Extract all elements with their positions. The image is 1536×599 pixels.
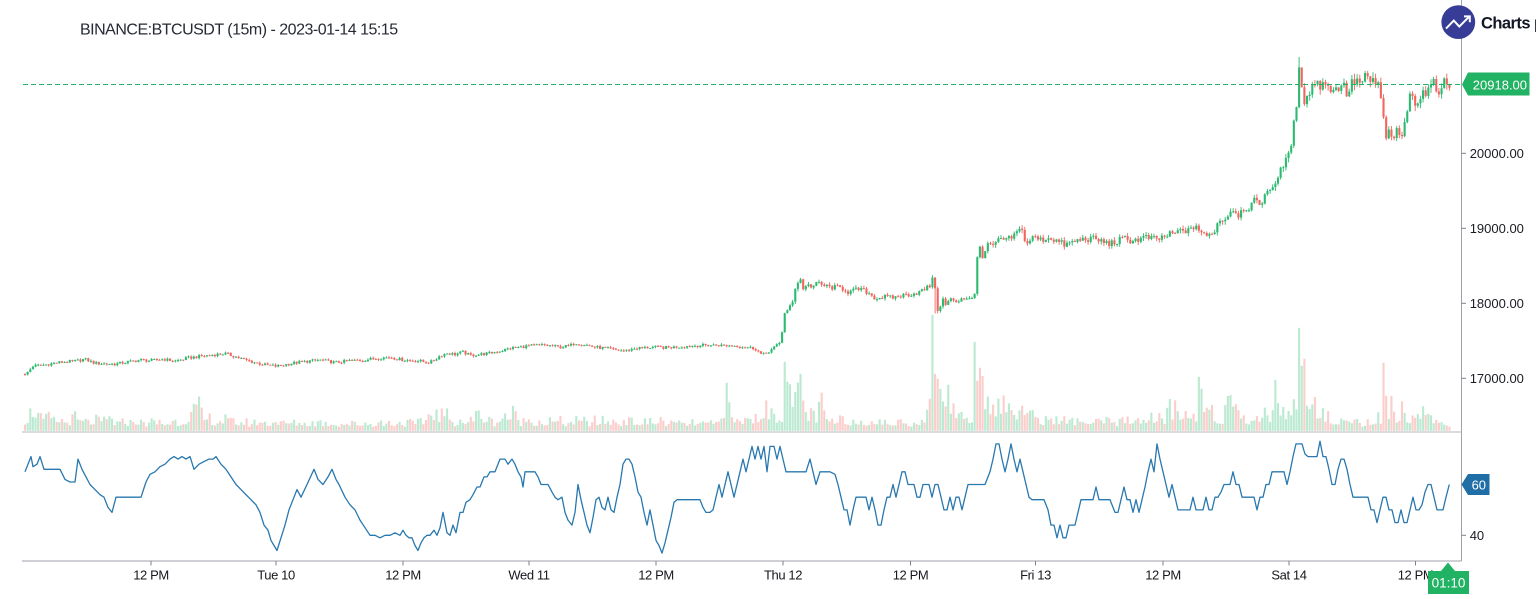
- svg-text:17000.00: 17000.00: [1470, 371, 1524, 386]
- svg-text:Charts powered by TradingView: Charts powered by TradingView: [1481, 15, 1536, 33]
- svg-text:20918.00: 20918.00: [1473, 77, 1527, 92]
- svg-text:12 PM: 12 PM: [385, 567, 421, 582]
- svg-text:12 PM: 12 PM: [638, 567, 674, 582]
- svg-text:12 PM: 12 PM: [133, 567, 169, 582]
- svg-text:12 PM: 12 PM: [893, 567, 929, 582]
- svg-text:12 PM: 12 PM: [1145, 567, 1181, 582]
- svg-text:01:10: 01:10: [1432, 575, 1466, 590]
- svg-text:40: 40: [1470, 528, 1484, 543]
- svg-text:19000.00: 19000.00: [1470, 221, 1524, 236]
- svg-text:18000.00: 18000.00: [1470, 296, 1524, 311]
- svg-text:BINANCE:BTCUSDT (15m) - 2023-0: BINANCE:BTCUSDT (15m) - 2023-01-14 15:15: [80, 22, 398, 39]
- svg-text:Sat 14: Sat 14: [1271, 567, 1306, 582]
- svg-text:20000.00: 20000.00: [1470, 146, 1524, 161]
- svg-text:12 PM: 12 PM: [1398, 567, 1434, 582]
- svg-text:Tue 10: Tue 10: [257, 567, 295, 582]
- svg-text:60: 60: [1472, 477, 1486, 492]
- svg-text:Fri 13: Fri 13: [1020, 567, 1051, 582]
- svg-text:Wed 11: Wed 11: [508, 567, 549, 582]
- svg-text:Thu 12: Thu 12: [764, 567, 802, 582]
